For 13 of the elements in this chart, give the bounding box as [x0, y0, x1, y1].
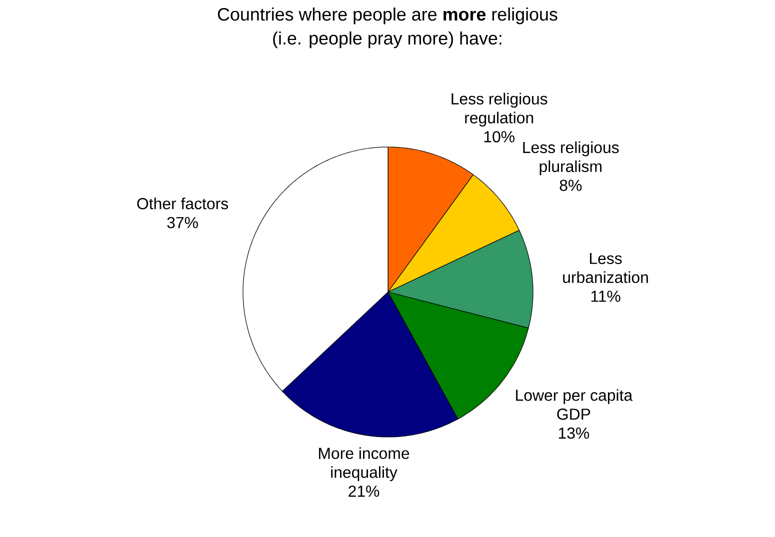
slice-label: Less religious regulation: [452, 92, 548, 127]
slice-label: More income inequality: [319, 447, 410, 482]
data-label: 8%: [560, 180, 582, 191]
data-label: 21%: [348, 486, 380, 497]
slice-label: Lower per capita GDP: [516, 389, 633, 420]
data-label: 13%: [558, 427, 590, 439]
slice-label: Less urbanization: [563, 252, 648, 283]
slice-label: Other factors: [137, 198, 228, 210]
data-label: 37%: [167, 216, 198, 228]
data-label: 11%: [591, 290, 620, 302]
slice-label: Less religious pluralism: [523, 141, 619, 176]
chart-title: Countries where people are more religious (i.e. people pray more) have:: [218, 8, 558, 48]
data-label: 10%: [484, 131, 514, 142]
